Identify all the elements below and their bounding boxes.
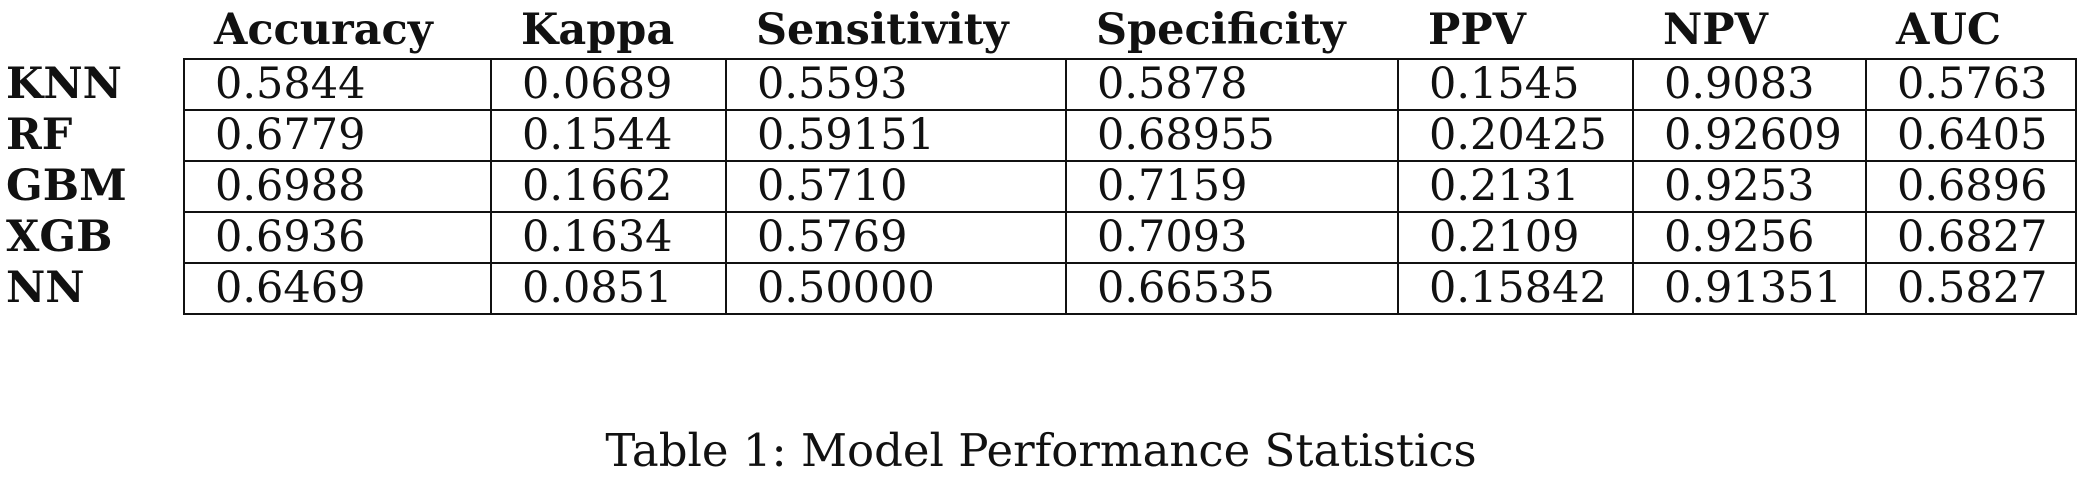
table-cell: 0.0689 [490,58,727,111]
table-cell: 0.7093 [1065,211,1399,264]
column-header-accuracy: Accuracy [214,5,433,55]
table-cell: 0.6936 [183,211,492,264]
table-cell: 0.7159 [1065,160,1399,213]
table-cell: 0.59151 [725,109,1067,162]
row-label: RF [6,110,73,160]
table-body: KNN 0.5844 0.0689 0.5593 0.5878 0.1545 0… [2,58,2077,315]
table-row: XGB 0.6936 0.1634 0.5769 0.7093 0.2109 0… [2,211,2077,264]
table-row: GBM 0.6988 0.1662 0.5710 0.7159 0.2131 0… [2,160,2077,213]
header-row: Accuracy Kappa Sensitivity Specificity P… [2,2,2076,59]
row-label: GBM [6,161,127,211]
table-cell: 0.6469 [183,262,492,315]
row-label: NN [6,263,85,313]
table-header: Accuracy Kappa Sensitivity Specificity P… [2,2,2076,59]
table-cell: 0.2131 [1397,160,1634,213]
table-cell: 0.6827 [1865,211,2077,264]
table-cell: 0.6779 [183,109,492,162]
table-cell: 0.50000 [725,262,1067,315]
table-cell: 0.9083 [1632,58,1867,111]
table-cell: 0.5769 [725,211,1067,264]
table-cell: 0.0851 [490,262,727,315]
table-cell: 0.6896 [1865,160,2077,213]
table-cell: 0.5878 [1065,58,1399,111]
column-header-sensitivity: Sensitivity [756,5,1009,55]
performance-table: Accuracy Kappa Sensitivity Specificity P… [2,2,2077,315]
table-caption: Table 1: Model Performance Statistics [605,424,1477,477]
table-cell: 0.5710 [725,160,1067,213]
table-row: NN 0.6469 0.0851 0.50000 0.66535 0.15842… [2,262,2077,315]
table-cell: 0.68955 [1065,109,1399,162]
table-cell: 0.1544 [490,109,727,162]
table-cell: 0.1634 [490,211,727,264]
column-header-auc: AUC [1896,5,2002,55]
table-cell: 0.9253 [1632,160,1867,213]
column-header-kappa: Kappa [521,5,675,55]
table-cell: 0.5827 [1865,262,2077,315]
table-cell: 0.15842 [1397,262,1634,315]
corner-cell [2,2,184,59]
row-label: XGB [6,212,113,262]
table-cell: 0.1662 [490,160,727,213]
column-header-npv: NPV [1663,5,1769,55]
table-cell: 0.91351 [1632,262,1867,315]
table-cell: 0.92609 [1632,109,1867,162]
table-cell: 0.5593 [725,58,1067,111]
table-cell: 0.5763 [1865,58,2077,111]
table-cell: 0.2109 [1397,211,1634,264]
table-row: KNN 0.5844 0.0689 0.5593 0.5878 0.1545 0… [2,58,2077,111]
column-header-specificity: Specificity [1096,5,1346,55]
column-header-ppv: PPV [1428,5,1527,55]
table-cell: 0.6988 [183,160,492,213]
table-cell: 0.5844 [183,58,492,111]
table-cell: 0.66535 [1065,262,1399,315]
row-label: KNN [6,59,122,109]
table-cell: 0.9256 [1632,211,1867,264]
table-cell: 0.6405 [1865,109,2077,162]
table-cell: 0.20425 [1397,109,1634,162]
table-row: RF 0.6779 0.1544 0.59151 0.68955 0.20425… [2,109,2077,162]
table-cell: 0.1545 [1397,58,1634,111]
